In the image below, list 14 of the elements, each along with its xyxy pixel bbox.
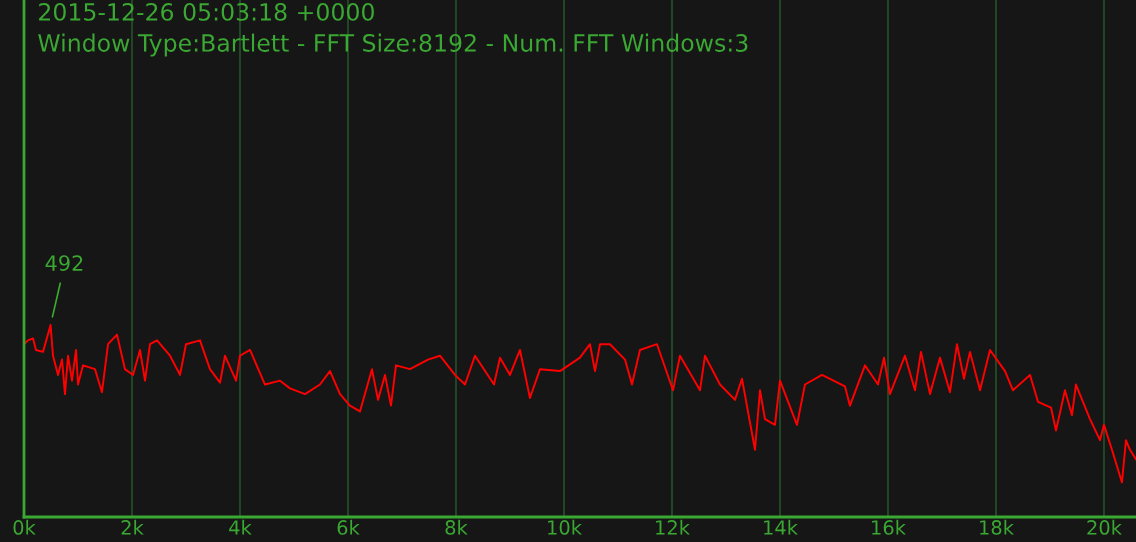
text: 492 <box>45 255 83 271</box>
x-tick-label: 12k <box>656 519 690 535</box>
x-tick-label: 4k <box>229 519 252 535</box>
x-tick-label: 10k <box>548 519 582 535</box>
x-tick-label: 18k <box>980 519 1014 535</box>
x-tick-label: 8k <box>445 519 468 535</box>
x-tick-label: 16k <box>872 519 906 535</box>
x-tick-label: 20k <box>1087 519 1122 535</box>
chart-subtitle: Window Type:Bartlett - FFT Size:8192 - Num. FFT Windows:3 <box>38 33 748 57</box>
x-tick-label: 14k <box>764 519 798 535</box>
chart-title: 2015-12-26 05:03:18 +0000 <box>39 3 374 21</box>
x-tick-label: 2k <box>121 519 144 535</box>
x-tick-label: 6k <box>337 519 360 535</box>
x-tick-label: 0k <box>13 519 36 535</box>
